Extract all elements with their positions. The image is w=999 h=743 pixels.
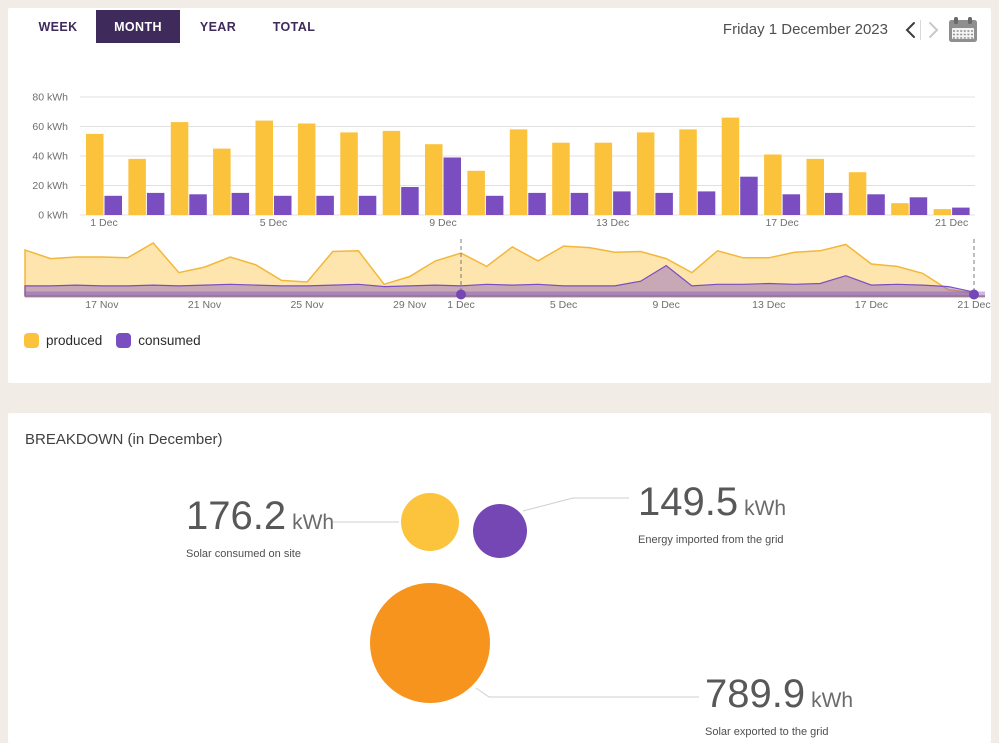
svg-text:0 kWh: 0 kWh — [38, 210, 68, 222]
svg-text:1 Dec: 1 Dec — [90, 217, 117, 229]
previous-period-button[interactable] — [903, 21, 917, 39]
svg-text:29 Nov: 29 Nov — [393, 299, 427, 311]
svg-text:9 Dec: 9 Dec — [429, 217, 456, 229]
stat-unit: kWh — [292, 511, 335, 534]
svg-text:20 kWh: 20 kWh — [32, 180, 68, 192]
svg-text:21 Dec: 21 Dec — [935, 217, 968, 229]
legend-item-produced[interactable]: produced — [24, 333, 102, 348]
nav-divider — [920, 20, 921, 40]
current-date-label: Friday 1 December 2023 — [722, 21, 888, 38]
chevron-right-icon — [929, 22, 939, 38]
svg-text:80 kWh: 80 kWh — [32, 92, 68, 104]
svg-text:17 Dec: 17 Dec — [855, 299, 888, 311]
svg-text:21 Dec: 21 Dec — [957, 299, 990, 311]
daily-production-bar-chart: 0 kWh 20 kWh 40 kWh 60 kWh 80 kWh 1 Dec 5 Dec 9… — [0, 85, 999, 233]
svg-text:13 Dec: 13 Dec — [752, 299, 785, 311]
svg-text:5 Dec: 5 Dec — [260, 217, 287, 229]
chevron-left-icon — [905, 22, 915, 38]
tab-month[interactable]: MONTH — [96, 10, 180, 43]
stat-unit: kWh — [744, 497, 787, 520]
svg-text:5 Dec: 5 Dec — [550, 299, 577, 311]
stat-label: Energy imported from the grid — [638, 534, 784, 546]
tab-year[interactable]: YEAR — [199, 19, 237, 34]
stat-unit: kWh — [811, 689, 854, 712]
svg-text:13 Dec: 13 Dec — [596, 217, 629, 229]
tab-total[interactable]: TOTAL — [272, 19, 316, 34]
svg-text:17 Dec: 17 Dec — [765, 217, 798, 229]
svg-text:21 Nov: 21 Nov — [188, 299, 222, 311]
svg-text:17 Nov: 17 Nov — [85, 299, 119, 311]
solar-consumed-bubble — [401, 493, 459, 551]
stat-value: 149.5 kWh — [638, 480, 787, 524]
legend-item-consumed[interactable]: consumed — [116, 333, 201, 348]
legend-label: produced — [46, 333, 103, 348]
legend-label: consumed — [138, 333, 201, 348]
date-range-brush-chart[interactable]: 17 Nov 21 Nov 25 Nov 29 Nov 1 Dec 5 Dec 9 Dec 1… — [0, 236, 999, 314]
solar-consumed-stat: 176.2 kWh Solar consumed on site — [186, 494, 334, 560]
svg-text:1 Dec: 1 Dec — [447, 299, 474, 311]
breakdown-title: BREAKDOWN (in December) — [25, 431, 223, 448]
calendar-picker-button[interactable] — [948, 17, 978, 43]
consumed-swatch-icon — [116, 333, 132, 348]
stat-value: 789.9 kWh — [705, 672, 854, 716]
svg-text:40 kWh: 40 kWh — [32, 151, 68, 163]
chart-legend: produced consumed — [24, 333, 201, 348]
next-period-button[interactable] — [926, 21, 940, 39]
solar-exported-bubble — [370, 583, 490, 703]
stat-label: Solar consumed on site — [186, 548, 301, 560]
tab-week[interactable]: WEEK — [38, 19, 78, 34]
energy-imported-bubble — [473, 504, 527, 558]
svg-text:60 kWh: 60 kWh — [32, 121, 68, 133]
svg-text:25 Nov: 25 Nov — [290, 299, 324, 311]
stat-value: 176.2 kWh — [186, 494, 335, 538]
solar-exported-stat: 789.9 kWh Solar exported to the grid — [705, 672, 853, 738]
stat-label: Solar exported to the grid — [705, 726, 829, 738]
produced-swatch-icon — [24, 333, 39, 348]
energy-imported-stat: 149.5 kWh Energy imported from the grid — [638, 480, 786, 546]
calendar-icon — [949, 17, 977, 42]
svg-text:9 Dec: 9 Dec — [652, 299, 679, 311]
